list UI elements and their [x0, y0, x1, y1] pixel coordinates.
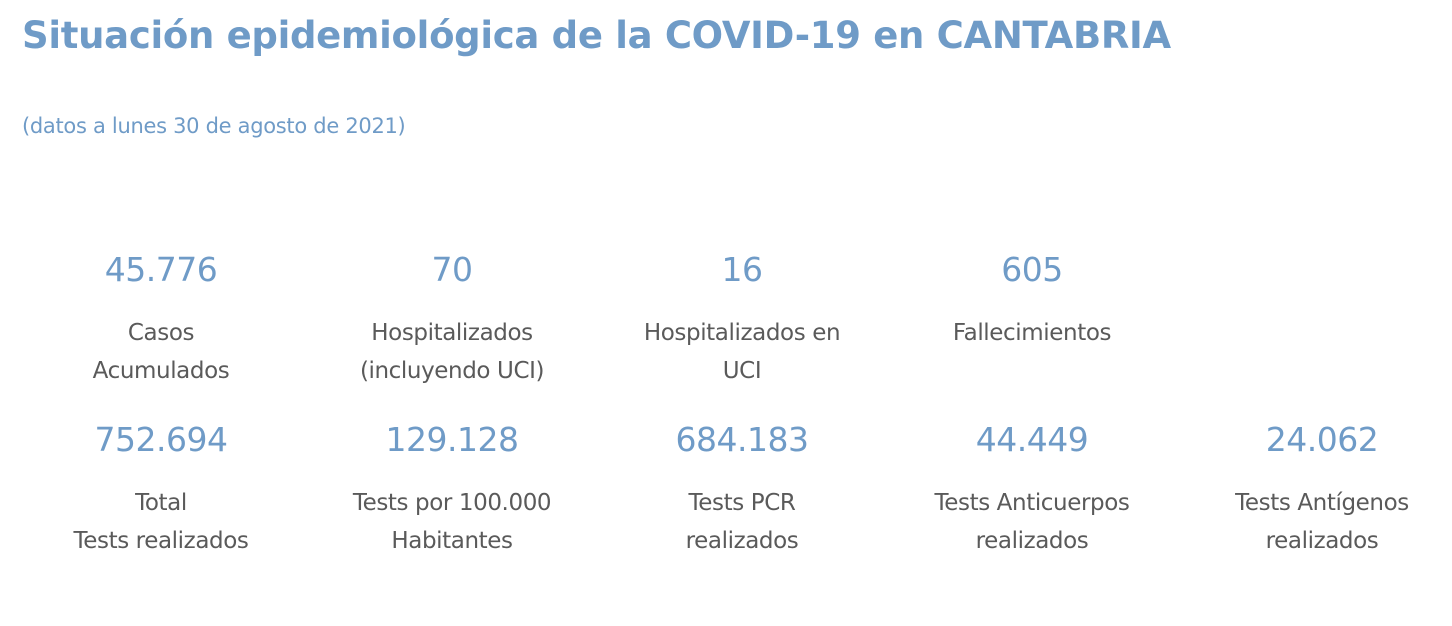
stat-tests-por-100000: 129.128 Tests por 100.000 Habitantes: [322, 420, 582, 560]
stat-tests-pcr: 684.183 Tests PCR realizados: [612, 420, 872, 560]
stat-value: 24.062: [1265, 420, 1379, 459]
stat-label-line: realizados: [1265, 528, 1379, 554]
stat-total-tests: 752.694 Total Tests realizados: [31, 420, 291, 560]
stat-value: 70: [431, 250, 474, 289]
stat-value: 44.449: [975, 420, 1089, 459]
stat-value: 129.128: [385, 420, 519, 459]
stat-tests-antigenos: 24.062 Tests Antígenos realizados: [1192, 420, 1452, 560]
stat-label-line: realizados: [975, 528, 1089, 554]
stat-label: Tests PCR realizados: [612, 484, 872, 560]
stat-label: Tests Anticuerpos realizados: [902, 484, 1162, 560]
stat-value: 684.183: [675, 420, 809, 459]
stat-label-line: Total: [135, 490, 187, 516]
stat-label-line: Tests Antígenos: [1235, 490, 1409, 516]
stat-label: Hospitalizados en UCI: [612, 314, 872, 390]
stat-label-line: Fallecimientos: [952, 320, 1112, 346]
stat-label-line: Casos: [127, 320, 195, 346]
stat-label: Casos Acumulados: [31, 314, 291, 390]
stat-label-line: Hospitalizados en: [643, 320, 841, 346]
stat-tests-anticuerpos: 44.449 Tests Anticuerpos realizados: [902, 420, 1162, 560]
data-date-subtitle: (datos a lunes 30 de agosto de 2021): [22, 114, 406, 138]
stat-value: 752.694: [94, 420, 228, 459]
stat-label: Tests por 100.000 Habitantes: [322, 484, 582, 560]
stat-hospitalizados-uci: 16 Hospitalizados en UCI: [612, 250, 872, 390]
stat-label: Total Tests realizados: [31, 484, 291, 560]
stat-label-line: Tests por 100.000: [352, 490, 552, 516]
stat-label-line: (incluyendo UCI): [359, 358, 545, 384]
stat-label-line: realizados: [685, 528, 799, 554]
page-title: Situación epidemiológica de la COVID-19 …: [22, 14, 1171, 57]
stat-casos-acumulados: 45.776 Casos Acumulados: [31, 250, 291, 390]
stat-label-line: Acumulados: [92, 358, 230, 384]
stat-label: Fallecimientos: [902, 314, 1162, 352]
stat-label-line: Tests PCR: [688, 490, 796, 516]
stat-label-line: UCI: [722, 358, 762, 384]
stat-label: Tests Antígenos realizados: [1192, 484, 1452, 560]
stat-label-line: Tests Anticuerpos: [934, 490, 1130, 516]
stat-label-line: Hospitalizados: [371, 320, 533, 346]
stat-value: 45.776: [104, 250, 218, 289]
stat-value: 605: [1001, 250, 1063, 289]
stat-label: Hospitalizados (incluyendo UCI): [322, 314, 582, 390]
stat-label-line: Habitantes: [391, 528, 513, 554]
stat-hospitalizados: 70 Hospitalizados (incluyendo UCI): [322, 250, 582, 390]
stat-label-line: Tests realizados: [73, 528, 249, 554]
stat-fallecimientos: 605 Fallecimientos: [902, 250, 1162, 352]
stat-value: 16: [721, 250, 764, 289]
